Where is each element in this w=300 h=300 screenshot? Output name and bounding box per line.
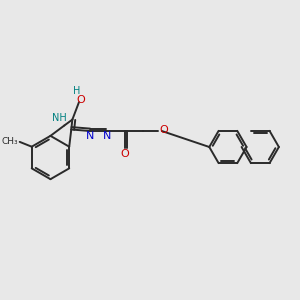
Text: H: H [74,85,81,96]
Text: N: N [86,131,94,141]
Text: N: N [103,131,111,141]
Text: O: O [120,149,129,159]
Text: O: O [76,95,85,105]
Text: O: O [159,125,168,135]
Text: NH: NH [52,113,66,123]
Text: CH₃: CH₃ [2,137,19,146]
